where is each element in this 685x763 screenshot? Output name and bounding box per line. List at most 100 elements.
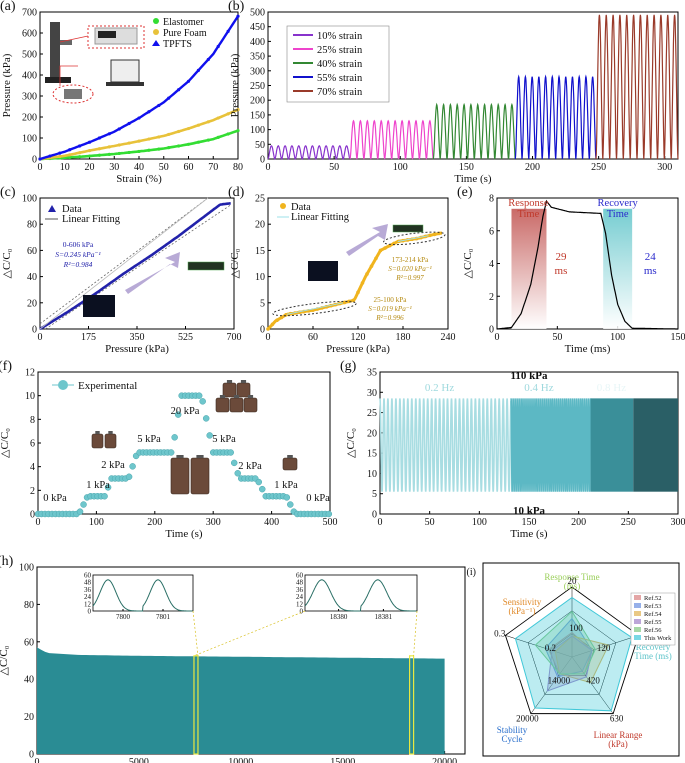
data-point [270,322,275,327]
series-linear-fitting [39,197,209,330]
panel-f-xtick-label: 500 [323,517,338,528]
panel-a-xtick-label: 30 [109,162,119,173]
weight-handle [196,455,204,458]
panel-g-xtick-label: 150 [522,517,537,528]
panel-d-xtick-label: 0 [266,332,271,343]
panel-h-xtick-label: 20000 [432,757,457,763]
series-70strain [595,14,679,160]
legend-label: Linear Fitting [62,214,121,225]
weight-icon-20kpa [229,395,244,413]
data-point [117,151,121,156]
connector-line [59,65,78,86]
cycle-highlight-box [193,655,199,755]
data-point [347,299,351,304]
data-point [428,233,432,238]
weight-icon-1kpa [282,455,298,471]
panel-c-xlabel: Pressure (kPa) [105,343,169,355]
data-point [226,29,230,33]
panel-c-xtick-label: 175 [81,332,96,343]
panel-a-xtick-label: 40 [134,162,144,173]
legend-label: 25% strain [317,45,363,56]
panel-f-ytick-label: 6 [30,439,35,450]
series-1.2Hz [633,398,678,492]
meter-display [98,31,116,38]
data-point [230,459,238,467]
sensor-strip-photo [392,224,424,233]
panel-a-xtick-label: 20 [85,162,95,173]
panel-f-xtick-label: 100 [89,517,104,528]
data-point [369,264,374,268]
panel-e-ylabel: △C/C₀ [462,248,474,278]
panel-c-axes: 0 175 350 525 700 0 20 40 60 80 100 Pressure (kPa) △… [0,185,242,355]
step-label: 1 kPa [86,480,110,491]
panel-g-axes: 0 50 100 150 200 250 300 0 5 10 15 20 25 30 35 Time (s)… [340,359,685,540]
panel-c-xtick-label: 700 [227,332,242,343]
data-point [234,470,241,477]
data-point [186,142,191,146]
fit-annotation: S=0.245 kPa⁻¹ [55,250,101,259]
radar-axis-label: Stability [497,725,528,735]
step-label: 0 kPa [306,493,330,504]
data-point [137,139,141,143]
data-point [97,147,101,151]
weight-icon-20kpa [222,380,237,398]
data-point [127,121,131,126]
panel-h-ytick-label: 0 [29,750,34,761]
series-0.4Hz [510,398,592,492]
weight-body [229,397,244,413]
panel-d-panel-label: (d) [228,185,245,200]
data-point [378,248,383,253]
panel-f-ytick-label: 2 [30,486,35,497]
data-point [206,120,210,124]
panel-c-xtick-label: 0 [38,332,43,343]
response-time-label: Response [508,198,549,209]
inset-connector [193,610,306,657]
data-point [177,88,181,92]
step-label: 5 kPa [212,434,236,445]
panel-h-ytick-label: 40 [24,675,34,686]
data-point [127,150,131,155]
panel-a-xtick-label: 70 [208,162,218,173]
data-point [147,148,151,152]
panel-h-ytick-label: 60 [24,637,34,648]
data-point [87,140,92,144]
panel-h-xtick-label: 5000 [129,757,149,763]
data-point [157,135,161,139]
radar-spoke [571,656,614,714]
data-point [58,154,62,159]
panel-c-ytick-label: 60 [27,246,37,257]
panel-b-xtick-label: 150 [459,162,474,173]
panel-e-ytick-label: 0 [489,325,494,336]
step-label: 2 kPa [101,460,125,471]
panel-d-ylabel: △C/C₀ [229,248,241,278]
weight-handle [108,431,113,434]
radar-inner-value: 420 [586,676,600,686]
radar-series [534,610,596,675]
panel-g-xtick-label: 200 [571,517,586,528]
weight-body [170,457,190,495]
legend-label: Ref.52 [644,595,662,602]
data-point [259,485,266,493]
fit-envelope [39,197,209,325]
inset-18380-ytick-label: 24 [296,593,304,601]
weight-icon-20kpa [215,395,230,413]
panel-a-ytick-label: 600 [22,29,37,40]
panel-g-xtick-label: 250 [621,517,636,528]
machine-column [50,22,60,80]
panel-e-ytick-label: 4 [489,259,494,270]
panel-c-ytick-label: 100 [22,194,37,205]
weight-body [104,433,117,449]
panel-f-ylabel: △C/C₀ [0,428,11,458]
legend-label: Data [62,204,82,215]
panel-e-xtick-label: 50 [552,332,562,343]
radar-axis-label: Linear Range [594,730,643,740]
panel-c-ytick-label: 80 [27,220,37,231]
inset-18380-ytick-label: 48 [296,579,304,587]
data-point [374,256,378,261]
data-point [38,157,42,161]
panel-a-xtick-label: 10 [60,162,70,173]
panel-a-ytick-label: 200 [22,113,37,124]
panel-c-ytick-label: 20 [27,298,37,309]
